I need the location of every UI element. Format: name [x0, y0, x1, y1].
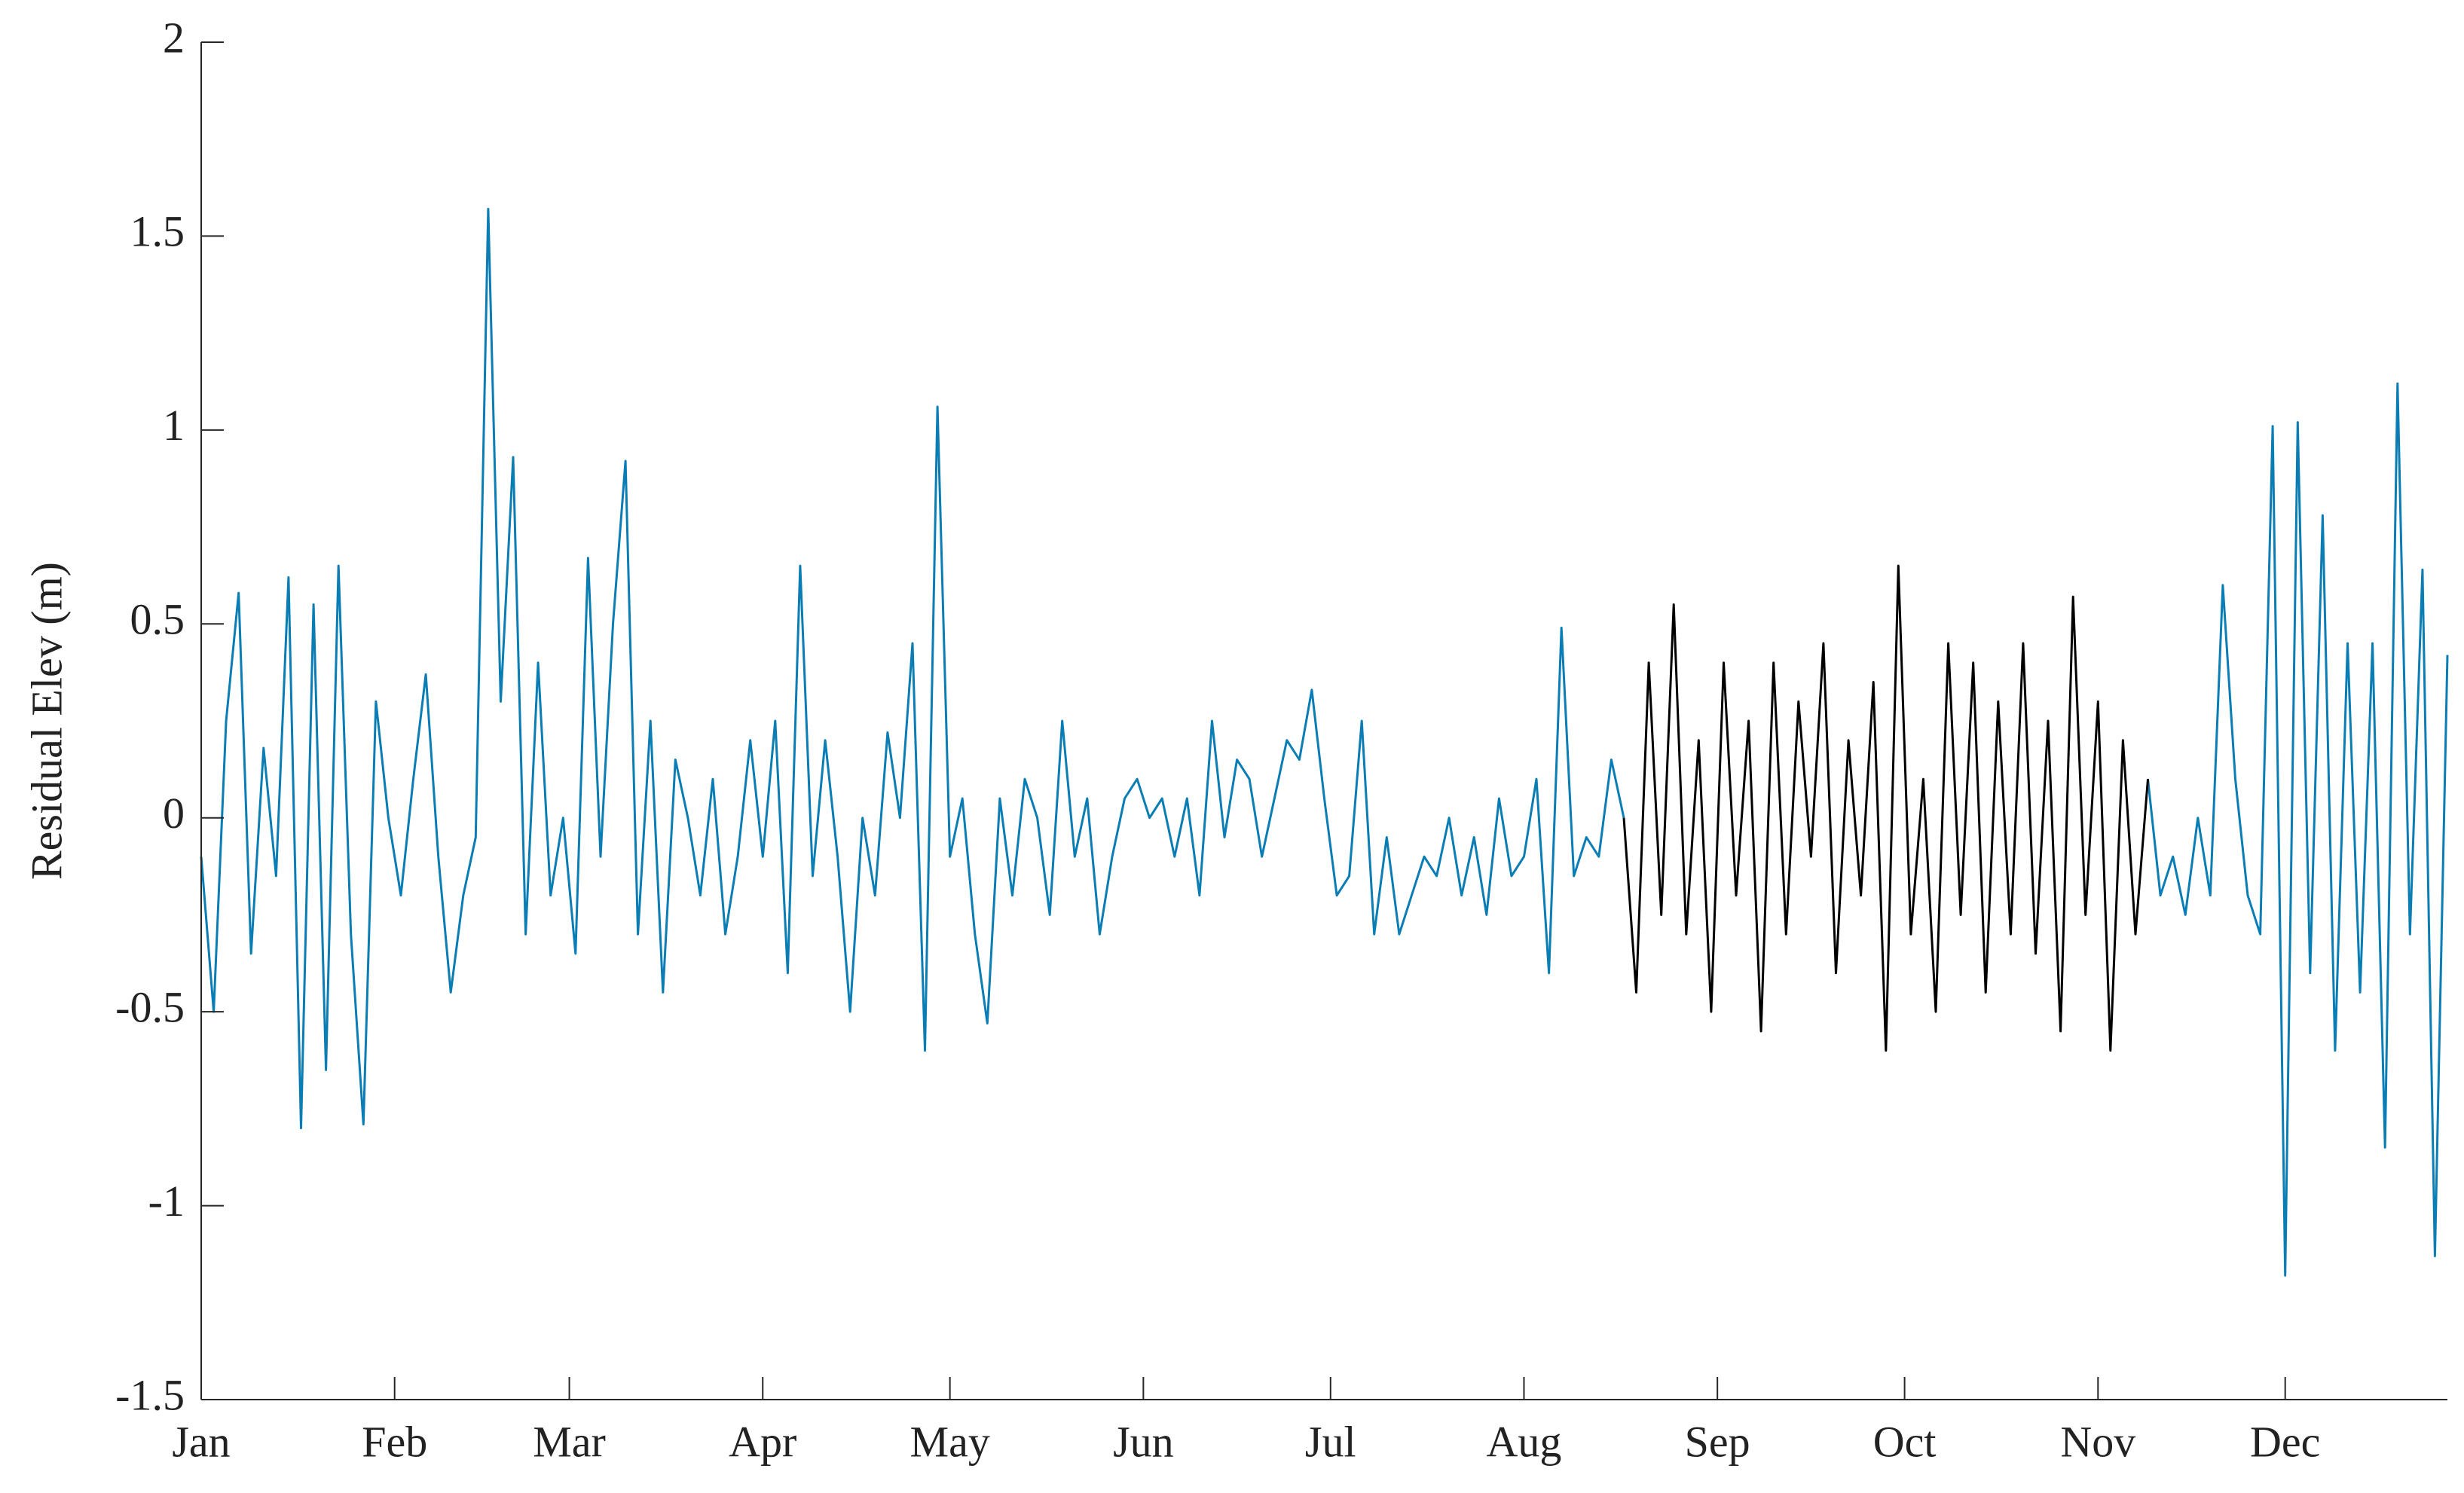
- data-line: [1622, 564, 2149, 1052]
- y-axis-label: Residual Elev (m): [22, 562, 71, 880]
- x-tick-label: Dec: [2250, 1417, 2320, 1466]
- y-tick-label: 0.5: [130, 595, 185, 644]
- y-tick-label: -1: [148, 1177, 185, 1226]
- x-tick-label: Sep: [1685, 1417, 1750, 1466]
- x-tick-label: Jan: [172, 1417, 230, 1466]
- y-tick-label: 2: [163, 13, 185, 62]
- y-tick-label: 1.5: [130, 207, 185, 256]
- x-tick-label: Feb: [362, 1417, 427, 1466]
- x-tick-label: Oct: [1873, 1417, 1937, 1466]
- data-line: [200, 207, 2449, 1277]
- y-tick-label: 0: [163, 789, 185, 838]
- x-tick-label: May: [910, 1417, 990, 1466]
- x-tick-label: Aug: [1487, 1417, 1562, 1466]
- x-tick-label: Mar: [533, 1417, 606, 1466]
- y-tick-label: -1.5: [115, 1370, 185, 1419]
- y-tick-label: 1: [163, 401, 185, 450]
- x-tick-label: Jul: [1305, 1417, 1356, 1466]
- x-tick-label: Jun: [1113, 1417, 1174, 1466]
- x-tick-label: Apr: [729, 1417, 796, 1466]
- x-tick-label: Nov: [2060, 1417, 2135, 1466]
- y-tick-label: -0.5: [115, 982, 185, 1031]
